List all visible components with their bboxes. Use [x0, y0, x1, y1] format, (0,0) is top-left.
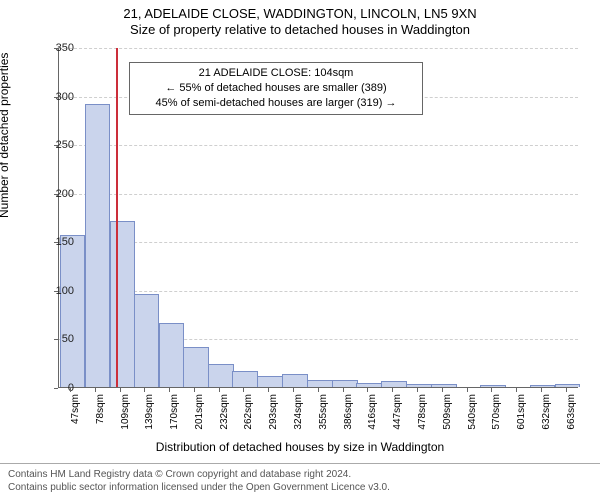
histogram-bar: [381, 381, 407, 387]
x-tick-mark: [169, 388, 170, 392]
x-tick-mark: [219, 388, 220, 392]
y-gridline: [59, 145, 578, 146]
y-axis-label: Number of detached properties: [0, 53, 11, 218]
x-tick-mark: [243, 388, 244, 392]
x-tick-mark: [367, 388, 368, 392]
footer-line1: Contains HM Land Registry data © Crown c…: [8, 469, 592, 482]
y-tick-mark: [54, 291, 58, 292]
histogram-bar: [480, 385, 506, 387]
x-tick-mark: [516, 388, 517, 392]
histogram-bar: [232, 371, 258, 387]
y-tick-mark: [54, 242, 58, 243]
x-tick-mark: [318, 388, 319, 392]
x-tick-label: 324sqm: [293, 394, 304, 444]
x-tick-mark: [491, 388, 492, 392]
x-tick-label: 540sqm: [467, 394, 478, 444]
x-tick-mark: [442, 388, 443, 392]
x-tick-label: 386sqm: [343, 394, 354, 444]
y-gridline: [59, 48, 578, 49]
x-tick-label: 632sqm: [541, 394, 552, 444]
x-tick-mark: [293, 388, 294, 392]
x-tick-mark: [70, 388, 71, 392]
x-tick-label: 416sqm: [367, 394, 378, 444]
histogram-bar: [159, 323, 185, 387]
histogram-bar: [282, 374, 308, 387]
x-tick-mark: [194, 388, 195, 392]
x-tick-mark: [120, 388, 121, 392]
histogram-bar: [183, 347, 209, 387]
histogram-bar: [134, 294, 160, 387]
annotation-line1: 21 ADELAIDE CLOSE: 104sqm: [136, 66, 416, 81]
title-subtitle: Size of property relative to detached ho…: [0, 22, 600, 38]
x-tick-label: 663sqm: [566, 394, 577, 444]
x-tick-label: 447sqm: [392, 394, 403, 444]
y-gridline: [59, 194, 578, 195]
histogram-bar: [307, 380, 333, 387]
chart: Number of detached properties 21 ADELAID…: [0, 40, 600, 450]
histogram-bar: [85, 104, 111, 387]
x-tick-label: 201sqm: [194, 394, 205, 444]
x-tick-mark: [268, 388, 269, 392]
x-tick-label: 570sqm: [491, 394, 502, 444]
x-tick-label: 478sqm: [417, 394, 428, 444]
x-tick-mark: [392, 388, 393, 392]
footer-line2: Contains public sector information licen…: [8, 482, 592, 495]
x-tick-label: 139sqm: [144, 394, 155, 444]
histogram-bar: [530, 385, 556, 387]
x-tick-mark: [144, 388, 145, 392]
x-tick-mark: [417, 388, 418, 392]
histogram-bar: [332, 380, 358, 387]
y-tick-mark: [54, 48, 58, 49]
y-tick-mark: [54, 145, 58, 146]
x-tick-mark: [467, 388, 468, 392]
x-tick-mark: [541, 388, 542, 392]
x-tick-mark: [343, 388, 344, 392]
property-marker-line: [116, 48, 118, 387]
x-tick-label: 293sqm: [268, 394, 279, 444]
x-tick-mark: [95, 388, 96, 392]
x-tick-label: 601sqm: [516, 394, 527, 444]
x-tick-label: 355sqm: [318, 394, 329, 444]
y-gridline: [59, 242, 578, 243]
title-address: 21, ADELAIDE CLOSE, WADDINGTON, LINCOLN,…: [0, 6, 600, 22]
histogram-bar: [257, 376, 283, 387]
footer: Contains HM Land Registry data © Crown c…: [0, 463, 600, 500]
x-tick-label: 262sqm: [243, 394, 254, 444]
histogram-bar: [406, 384, 432, 387]
histogram-bar: [356, 383, 382, 387]
histogram-bar: [555, 384, 581, 387]
x-tick-label: 170sqm: [169, 394, 180, 444]
x-tick-label: 109sqm: [120, 394, 131, 444]
histogram-bar: [60, 235, 86, 387]
annotation-box: 21 ADELAIDE CLOSE: 104sqm← 55% of detach…: [129, 62, 423, 115]
chart-titles: 21, ADELAIDE CLOSE, WADDINGTON, LINCOLN,…: [0, 0, 600, 39]
y-tick-mark: [54, 388, 58, 389]
x-tick-mark: [566, 388, 567, 392]
x-tick-label: 509sqm: [442, 394, 453, 444]
y-gridline: [59, 291, 578, 292]
y-tick-mark: [54, 194, 58, 195]
histogram-bar: [431, 384, 457, 387]
plot-area: 21 ADELAIDE CLOSE: 104sqm← 55% of detach…: [58, 48, 578, 388]
x-tick-label: 232sqm: [219, 394, 230, 444]
x-tick-label: 78sqm: [95, 394, 106, 444]
histogram-bar: [208, 364, 234, 387]
annotation-line3: 45% of semi-detached houses are larger (…: [136, 96, 416, 111]
y-tick-mark: [54, 339, 58, 340]
histogram-bar: [110, 221, 136, 387]
y-tick-mark: [54, 97, 58, 98]
annotation-line2: ← 55% of detached houses are smaller (38…: [136, 81, 416, 96]
x-tick-label: 47sqm: [70, 394, 81, 444]
